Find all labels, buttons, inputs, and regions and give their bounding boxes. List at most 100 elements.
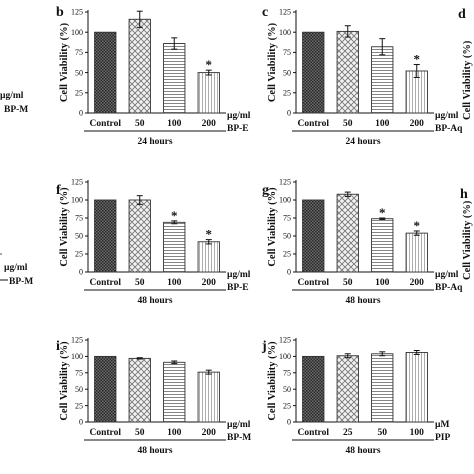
time-label: 48 hours <box>137 296 172 306</box>
y-tick-label: 75 <box>283 214 291 223</box>
unit-label: µg/ml <box>227 270 251 280</box>
y-tick-label: 50 <box>75 232 83 241</box>
y-tick-label: 100 <box>279 196 291 205</box>
x-tick-label: 50 <box>135 428 145 438</box>
y-axis-label: Cell Viability (%) <box>267 22 278 102</box>
bar-50 <box>128 199 151 273</box>
time-label: 48 hours <box>345 446 380 456</box>
y-tick-label: 75 <box>283 48 291 57</box>
x-tick-label: 50 <box>135 119 145 129</box>
y-tick-label: 125 <box>279 336 291 345</box>
x-tick-label: Control <box>298 428 330 438</box>
fragment-left-top: µg/ml BP-M <box>0 91 28 115</box>
panel-label: b <box>56 5 64 20</box>
y-tick-label: 50 <box>283 385 291 394</box>
x-tick-label: 25 <box>343 428 353 438</box>
panels: b Cell Viability (%) 0 25 50 75 100 125 Control 5… <box>56 5 463 456</box>
y-tick-label: 25 <box>75 401 83 410</box>
unit-label: µg/ml <box>227 420 251 430</box>
bar-Control <box>94 199 117 273</box>
panel-label: c <box>262 5 268 20</box>
x-tick-label: 100 <box>167 428 182 438</box>
y-tick-label: 100 <box>279 352 291 361</box>
y-tick-label: 75 <box>75 48 83 57</box>
panel-label: j <box>261 339 267 354</box>
compound-label: BP-E <box>227 283 249 293</box>
bar-Control <box>302 199 325 273</box>
bar-Control <box>94 355 117 423</box>
bar-100 <box>163 43 186 114</box>
bar-100 <box>371 46 394 114</box>
y-tick-label: 125 <box>71 336 83 345</box>
fragment-y-axis-label: Cell Viability (%) <box>462 40 473 120</box>
bar-100 <box>163 221 186 273</box>
panel-label-h: h <box>460 187 468 202</box>
fragment-right-top: d Cell Viability (%) <box>458 7 473 120</box>
bar-50 <box>128 357 151 423</box>
y-tick-label: 75 <box>75 214 83 223</box>
x-tick-label: 200 <box>202 278 217 288</box>
compound-label: BP-M <box>227 433 251 443</box>
y-tick-label: 25 <box>283 401 291 410</box>
compound-label: BP-Aq <box>435 124 463 134</box>
fragment-compound-label: BP-M <box>9 277 33 287</box>
fragment-left-middle: µg/ml BP-M <box>0 253 33 287</box>
fragment-right-middle: h Cell Viability (%) <box>460 187 473 280</box>
x-tick-label: Control <box>298 119 330 129</box>
x-tick-label: 50 <box>343 278 353 288</box>
panel-label-d: d <box>458 7 466 22</box>
fragment-unit-label: µg/ml <box>4 263 28 273</box>
y-axis-label: Cell Viability (%) <box>59 22 70 102</box>
y-tick-label: 25 <box>75 89 83 98</box>
y-tick-label: 0 <box>287 109 291 118</box>
x-tick-label: 100 <box>410 428 425 438</box>
x-tick-label: 200 <box>202 428 217 438</box>
y-axis-label: Cell Viability (%) <box>267 187 278 267</box>
y-tick-label: 100 <box>71 352 83 361</box>
time-label: 48 hours <box>345 296 380 306</box>
chart-panel-j: j Cell Viability (%) 0 25 50 75 100 125 Control 2… <box>261 336 451 456</box>
bar-Control <box>302 355 325 423</box>
unit-label: µM <box>435 420 449 430</box>
bar-200 <box>197 72 220 114</box>
fragment-compound-label: BP-M <box>4 105 28 115</box>
compound-label: PIP <box>435 433 451 443</box>
fragment-y-axis-label: Cell Viability (%) <box>462 200 473 280</box>
x-tick-label: Control <box>298 278 330 288</box>
x-tick-label: Control <box>90 119 122 129</box>
y-tick-label: 125 <box>71 8 83 17</box>
y-tick-label: 0 <box>79 268 83 277</box>
panel-label: f <box>56 183 61 198</box>
bar-50 <box>128 18 151 114</box>
bar-100 <box>163 361 186 423</box>
bar-Control <box>302 31 325 114</box>
panel-label: i <box>56 339 60 354</box>
significance-star: * <box>379 205 386 220</box>
chart-panel-i: i Cell Viability (%) 0 25 50 75 100 125 Control 5… <box>56 336 251 456</box>
x-tick-label: 100 <box>167 278 182 288</box>
time-label: 48 hours <box>137 446 172 456</box>
significance-star: * <box>206 227 213 242</box>
y-tick-label: 125 <box>279 8 291 17</box>
x-tick-label: Control <box>90 278 122 288</box>
x-tick-label: 100 <box>167 119 182 129</box>
y-tick-label: 50 <box>283 68 291 77</box>
x-tick-label: 200 <box>410 119 425 129</box>
bar-50 <box>336 30 359 114</box>
y-axis-label: Cell Viability (%) <box>59 341 70 421</box>
fragment-unit-label: µg/ml <box>0 91 24 101</box>
bar-Control <box>94 31 117 114</box>
y-tick-label: 75 <box>75 369 83 378</box>
x-tick-label: 200 <box>410 278 425 288</box>
compound-label: BP-E <box>227 124 249 134</box>
bar-200 <box>405 232 428 273</box>
bar-50 <box>371 353 394 423</box>
compound-label: BP-Aq <box>435 283 463 293</box>
significance-star: * <box>206 57 213 72</box>
significance-star: * <box>171 208 178 223</box>
time-label: 24 hours <box>137 137 172 147</box>
y-tick-label: 25 <box>75 250 83 259</box>
x-tick-label: 100 <box>375 119 390 129</box>
